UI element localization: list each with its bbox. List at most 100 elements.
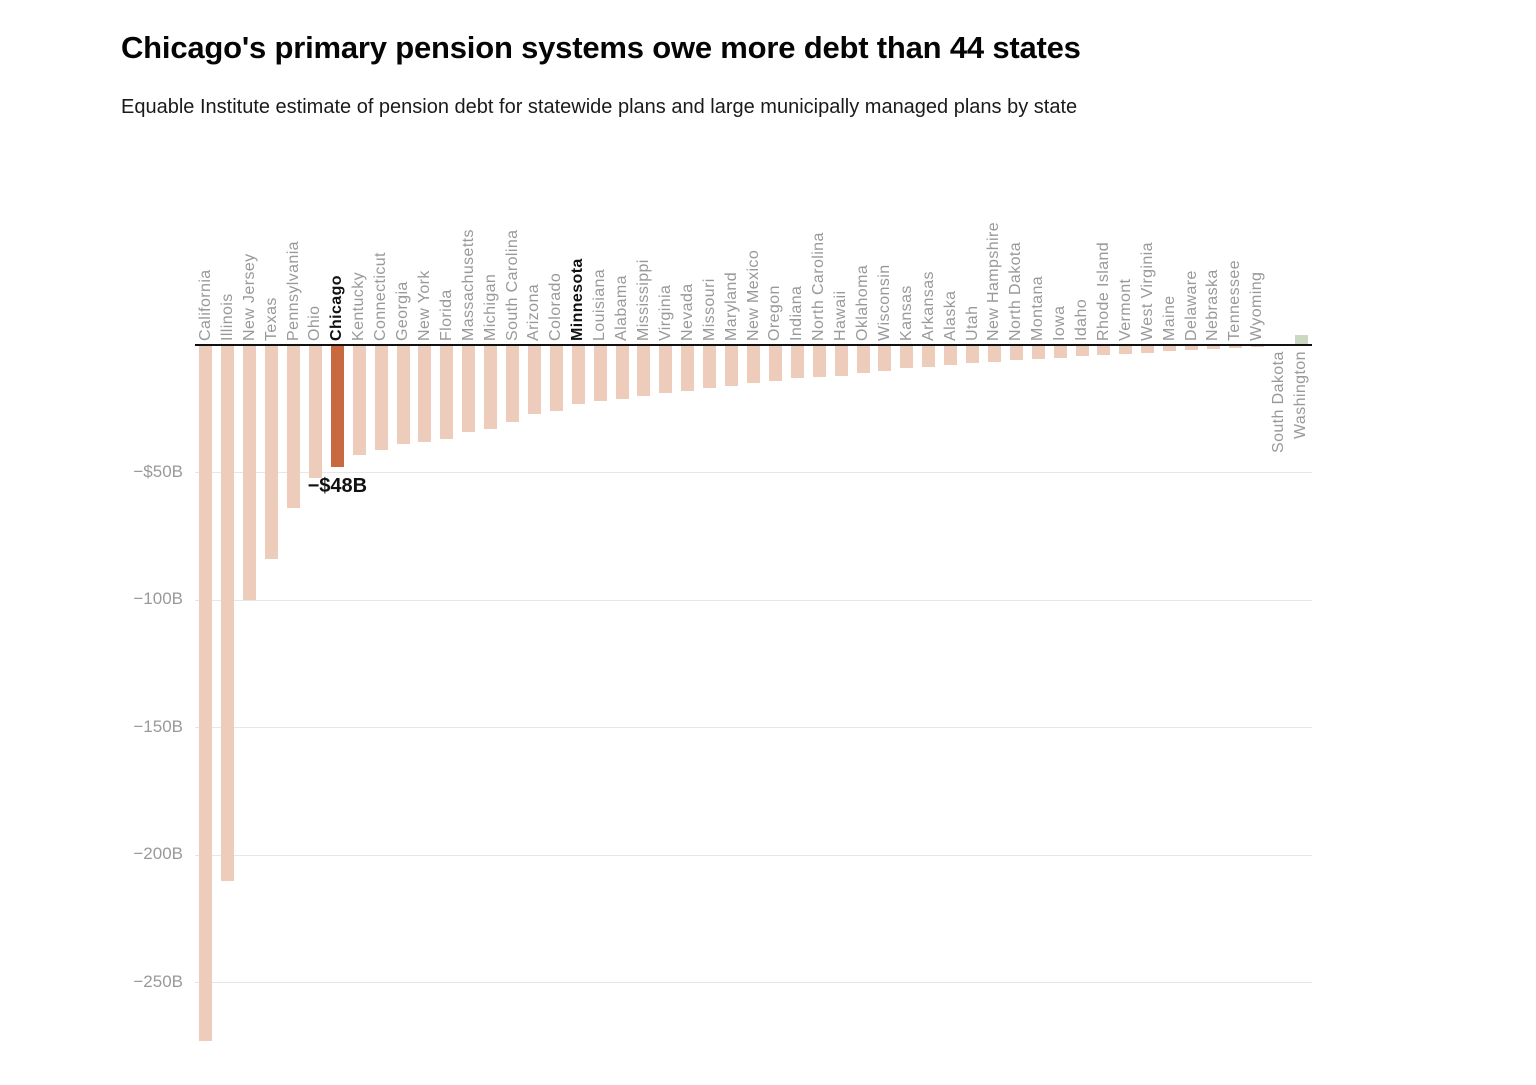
- bar-label-arizona: Arizona: [525, 283, 543, 341]
- bar-label-north-carolina: North Carolina: [810, 232, 828, 341]
- bar-wyoming: [1250, 345, 1264, 348]
- bar-label-missouri: Missouri: [700, 278, 718, 341]
- bar-label-utah: Utah: [963, 305, 981, 341]
- bar-label-alabama: Alabama: [613, 275, 631, 341]
- bar-hawaii: [834, 345, 848, 376]
- bar-label-ohio: Ohio: [306, 305, 324, 341]
- bar-nevada: [681, 345, 695, 391]
- bar-label-oklahoma: Oklahoma: [854, 264, 871, 341]
- y-axis-tick-label: −200B: [133, 844, 183, 863]
- bar-alaska: [944, 345, 958, 366]
- bar-north-carolina: [812, 345, 826, 377]
- y-axis-tick-label: −100B: [133, 589, 183, 608]
- gridline-100: [195, 599, 1312, 601]
- bar-label-north-dakota: North Dakota: [1007, 241, 1025, 341]
- bar-oregon: [768, 345, 782, 381]
- bar-new-jersey: [243, 345, 257, 600]
- bar-new-mexico: [747, 345, 760, 384]
- bar-label-new-york: New York: [415, 270, 433, 341]
- value-annotation: −$48B: [307, 475, 368, 498]
- bar-chicago: [330, 345, 344, 468]
- bar-massachusetts: [462, 345, 476, 432]
- bar-indiana: [790, 345, 804, 379]
- bar-label-minnesota: Minnesota: [569, 258, 587, 341]
- gridline-200: [195, 854, 1312, 856]
- bar-label-hawaii: Hawaii: [832, 290, 850, 341]
- bar-label-georgia: Georgia: [394, 281, 412, 341]
- y-axis-tick-label: −150B: [133, 716, 183, 736]
- bar-label-michigan: Michigan: [481, 273, 499, 341]
- bar-label-wyoming: Wyoming: [1248, 271, 1266, 341]
- bar-alabama: [615, 345, 629, 399]
- gridline-50: [195, 472, 1312, 473]
- bar-label-california: California: [196, 269, 214, 341]
- bar-label-louisiana: Louisiana: [591, 268, 609, 341]
- bar-virginia: [659, 345, 673, 394]
- bar-minnesota: [571, 345, 585, 404]
- bar-label-south-dakota: South Dakota: [1270, 351, 1288, 453]
- bar-ohio: [308, 345, 322, 478]
- bar-label-texas: Texas: [262, 297, 280, 341]
- bar-label-virginia: Virginia: [656, 284, 674, 341]
- bar-mississippi: [637, 345, 651, 396]
- bar-connecticut: [374, 345, 388, 450]
- bar-illinois: [221, 345, 235, 881]
- bar-label-wisconsin: Wisconsin: [875, 264, 893, 341]
- chart-subtitle: Equable Institute estimate of pension de…: [121, 96, 1078, 118]
- bar-maine: [1163, 345, 1177, 352]
- bar-washington: [1294, 334, 1308, 345]
- bar-california: [199, 345, 213, 1042]
- bar-label-chicago: Chicago: [328, 275, 346, 341]
- bar-label-kansas: Kansas: [897, 285, 915, 341]
- bar-oklahoma: [856, 345, 870, 374]
- bar-maryland: [725, 345, 739, 386]
- bar-arizona: [527, 345, 541, 414]
- bar-vermont: [1119, 345, 1133, 354]
- bar-new-york: [418, 345, 432, 442]
- y-axis-tick-label: −250B: [133, 971, 183, 991]
- y-axis-tick-label: −$50B: [133, 461, 183, 481]
- gridline-150: [195, 727, 1312, 728]
- bar-florida: [440, 345, 454, 440]
- bar-delaware: [1185, 345, 1199, 351]
- bar-new-hampshire: [987, 345, 1001, 362]
- bar-label-massachusetts: Massachusetts: [459, 229, 477, 341]
- bar-texas: [265, 345, 279, 560]
- bar-louisiana: [593, 345, 607, 402]
- bar-label-vermont: Vermont: [1116, 278, 1134, 341]
- bar-rhode-island: [1097, 345, 1111, 356]
- bar-label-arkansas: Arkansas: [919, 271, 937, 341]
- bar-utah: [966, 345, 980, 363]
- bar-montana: [1031, 345, 1045, 360]
- bar-label-colorado: Colorado: [547, 272, 565, 341]
- bar-label-new-mexico: New Mexico: [744, 249, 762, 341]
- bar-label-alaska: Alaska: [941, 290, 959, 341]
- bar-north-dakota: [1009, 345, 1023, 361]
- bar-missouri: [703, 345, 717, 389]
- bar-label-delaware: Delaware: [1182, 270, 1200, 341]
- bar-label-tennessee: Tennessee: [1226, 260, 1244, 341]
- bar-label-maryland: Maryland: [722, 271, 740, 341]
- bar-michigan: [484, 345, 498, 430]
- bar-label-florida: Florida: [437, 289, 455, 341]
- bar-label-maine: Maine: [1160, 295, 1178, 341]
- bar-wisconsin: [878, 345, 892, 371]
- bar-label-connecticut: Connecticut: [372, 252, 390, 341]
- bar-tennessee: [1228, 345, 1242, 348]
- bar-label-illinois: Illinois: [218, 293, 236, 341]
- bar-label-idaho: Idaho: [1073, 298, 1091, 341]
- bar-idaho: [1075, 345, 1089, 357]
- bar-label-nevada: Nevada: [678, 283, 696, 341]
- bar-label-indiana: Indiana: [788, 285, 806, 341]
- bar-west-virginia: [1141, 345, 1155, 353]
- bar-label-west-virginia: West Virginia: [1138, 242, 1156, 341]
- chart-title: Chicago's primary pension systems owe mo…: [121, 30, 1081, 65]
- bar-pennsylvania: [287, 345, 301, 509]
- bar-label-rhode-island: Rhode Island: [1094, 241, 1112, 341]
- bar-label-nebraska: Nebraska: [1204, 269, 1222, 341]
- bar-kentucky: [352, 345, 366, 455]
- bar-georgia: [396, 345, 410, 445]
- bar-kansas: [900, 345, 914, 368]
